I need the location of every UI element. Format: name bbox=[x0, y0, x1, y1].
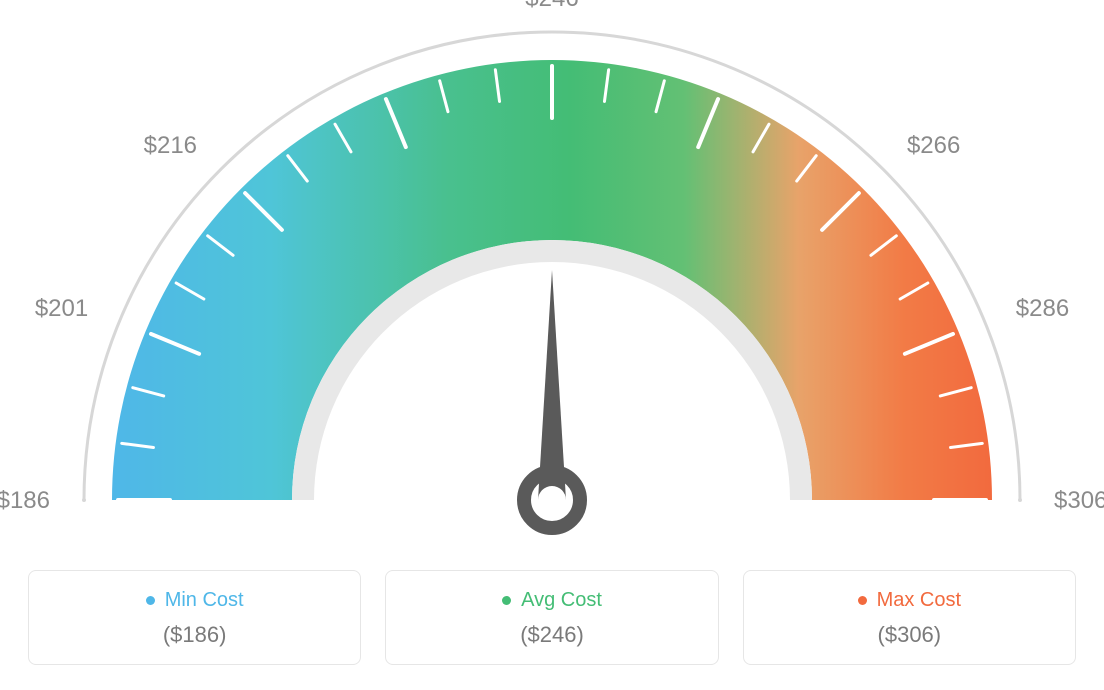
svg-text:$286: $286 bbox=[1016, 295, 1069, 322]
min-cost-label: Min Cost bbox=[165, 589, 244, 612]
min-cost-label-wrap: Min Cost bbox=[146, 589, 244, 612]
max-cost-dot bbox=[858, 596, 867, 605]
max-cost-card: Max Cost ($306) bbox=[743, 570, 1076, 665]
min-cost-dot bbox=[146, 596, 155, 605]
max-cost-label: Max Cost bbox=[877, 589, 961, 612]
avg-cost-value: ($246) bbox=[396, 622, 707, 648]
svg-text:$266: $266 bbox=[907, 132, 960, 159]
max-cost-label-wrap: Max Cost bbox=[858, 589, 961, 612]
svg-text:$216: $216 bbox=[144, 132, 197, 159]
gauge-svg: $186 $201 $216 $246 $266 $286 $306 bbox=[0, 0, 1104, 560]
avg-cost-dot bbox=[502, 596, 511, 605]
summary-row: Min Cost ($186) Avg Cost ($246) Max Cost… bbox=[0, 570, 1104, 665]
svg-text:$246: $246 bbox=[525, 0, 578, 12]
avg-cost-card: Avg Cost ($246) bbox=[385, 570, 718, 665]
max-cost-value: ($306) bbox=[754, 622, 1065, 648]
avg-cost-label: Avg Cost bbox=[521, 589, 602, 612]
svg-text:$186: $186 bbox=[0, 487, 50, 514]
svg-text:$201: $201 bbox=[35, 295, 88, 322]
min-cost-card: Min Cost ($186) bbox=[28, 570, 361, 665]
min-cost-value: ($186) bbox=[39, 622, 350, 648]
svg-text:$306: $306 bbox=[1054, 487, 1104, 514]
cost-gauge: $186 $201 $216 $246 $266 $286 $306 bbox=[0, 0, 1104, 560]
avg-cost-label-wrap: Avg Cost bbox=[502, 589, 602, 612]
